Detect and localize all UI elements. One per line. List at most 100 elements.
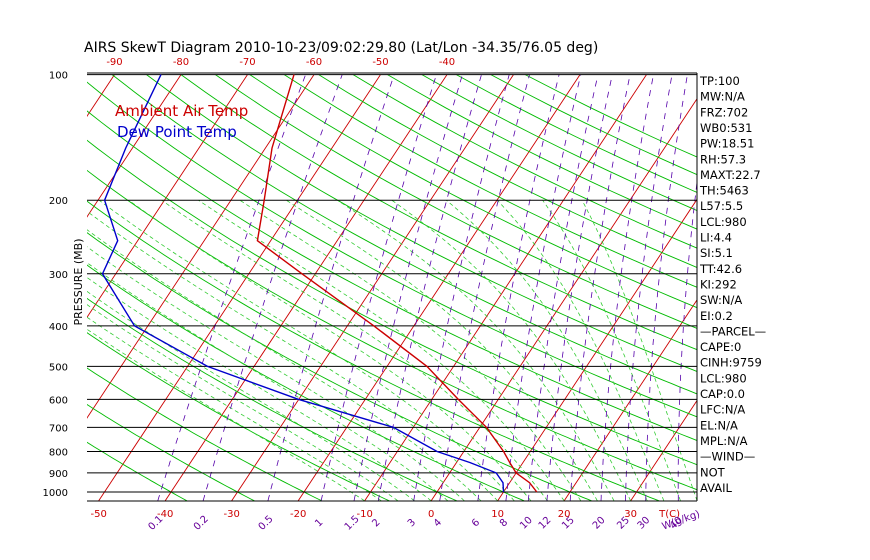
mixing-ratio-line (477, 74, 560, 501)
mixing-ratio-label: 2 (370, 517, 382, 529)
mixing-ratio-line (353, 74, 463, 501)
isotherm-line (430, 97, 697, 501)
mixing-ratio-line (157, 74, 306, 501)
mixing-ratio-line (600, 74, 654, 501)
dry-adiabat-line (318, 74, 697, 269)
moist-adiabat-line (542, 199, 681, 501)
pressure-tick-label: 800 (49, 448, 68, 459)
isotherm-line (563, 299, 697, 501)
index-item: NOT (700, 465, 726, 479)
isotherm-line (231, 74, 514, 501)
moist-adiabat-line (87, 262, 449, 501)
isotherm-line (830, 75, 870, 501)
mixing-ratio-label: 20 (591, 515, 608, 532)
temp-unit-label: T(C) (658, 509, 680, 520)
dry-adiabat-line (87, 264, 525, 501)
moist-adiabat-line (337, 199, 615, 501)
index-item: MAXT:22.7 (700, 168, 761, 182)
dew-point-profile (101, 74, 505, 493)
dry-adiabat-line (352, 74, 697, 249)
dry-adiabat-line (180, 74, 697, 351)
mixing-ratio-label: 8 (498, 517, 510, 529)
dry-adiabat-line (87, 404, 255, 501)
moist-adiabat-line (87, 276, 432, 501)
dry-adiabat-line (87, 232, 592, 501)
index-item: LFC:N/A (700, 403, 745, 417)
index-item: PW:18.51 (700, 137, 754, 151)
moist-adiabat-line (239, 199, 582, 501)
mixing-ratio-line (505, 74, 582, 501)
mixing-ratio-line (569, 74, 631, 501)
moist-adiabat-line (87, 210, 498, 501)
top-temp-tick-label: -90 (106, 57, 122, 68)
index-item: SI:5.1 (700, 246, 733, 260)
dry-adiabat-line (490, 74, 697, 176)
pressure-tick-label: 1000 (43, 488, 68, 499)
pressure-tick-label: 900 (49, 469, 68, 480)
pressure-tick-label: 600 (49, 395, 68, 406)
index-item: —PARCEL— (700, 324, 766, 338)
air-temp-profile (256, 74, 538, 493)
mixing-ratio-label: 12 (537, 515, 554, 532)
index-item: CAP:0.0 (700, 387, 745, 401)
bottom-temp-tick-label: 0 (428, 509, 434, 520)
mixing-ratio-label: 30 (636, 515, 653, 532)
isotherm-line (164, 74, 448, 501)
bottom-temp-tick-label: -10 (356, 509, 372, 520)
pressure-tick-label: 100 (49, 71, 68, 82)
legend-dew-point: Dew Point Temp (117, 123, 237, 141)
pressure-tick-label: 700 (49, 423, 68, 434)
mixing-ratio-label: 0.2 (192, 514, 211, 533)
dry-adiabat-line (87, 81, 697, 418)
mixing-ratio-label: 6 (470, 517, 482, 529)
moist-adiabat-line (497, 199, 665, 501)
moist-adiabat-line (87, 304, 399, 501)
background-grid (0, 74, 870, 501)
isotherm-line (297, 74, 581, 501)
mixing-ratio-label: 10 (518, 515, 535, 532)
dry-adiabat-line (283, 74, 697, 288)
moist-adiabat-line (98, 199, 515, 501)
isotherm-line (87, 74, 248, 319)
moist-adiabat-line (581, 200, 697, 501)
mixing-ratio-label: 4 (432, 517, 444, 529)
dry-adiabat-line (87, 332, 390, 501)
isotherm-line (87, 74, 115, 118)
pressure-tick-label: 300 (49, 270, 68, 281)
dry-adiabat-line (146, 74, 697, 372)
isotherm-line (87, 74, 315, 419)
moist-adiabat-line (87, 246, 465, 501)
dry-adiabat-line (87, 441, 188, 501)
isotherm-line (497, 198, 697, 501)
index-item: EL:N/A (700, 418, 738, 432)
dry-adiabat-line (87, 110, 697, 441)
bottom-temp-tick-label: -20 (290, 509, 306, 520)
bottom-temp-tick-label: 20 (558, 509, 571, 520)
dry-adiabat-line (524, 74, 697, 158)
isotherm-line (0, 75, 48, 501)
index-item: LCL:980 (700, 215, 747, 229)
isotherm-line (630, 399, 697, 501)
index-item: LCL:980 (700, 371, 747, 385)
dry-adiabat-line (387, 74, 697, 230)
index-item: KI:292 (700, 277, 737, 291)
moist-adiabat-line (87, 328, 365, 501)
bottom-temp-tick-label: -40 (157, 509, 173, 520)
mixing-ratio-line (413, 74, 510, 501)
index-item: SW:N/A (700, 293, 742, 307)
isotherm-line (87, 74, 182, 218)
dry-adiabat-line (421, 74, 697, 212)
mixing-ratio-line (645, 74, 688, 501)
top-temp-tick-label: -50 (372, 57, 388, 68)
pressure-tick-label: 500 (49, 362, 68, 373)
dry-adiabat-line (249, 74, 697, 309)
index-item: LI:4.4 (700, 231, 732, 245)
mixing-ratio-line (677, 178, 697, 501)
dry-adiabat-line (215, 74, 697, 329)
dry-adiabat-line (456, 74, 697, 193)
index-item: AVAIL (700, 481, 733, 495)
mixing-ratio-line (546, 74, 613, 501)
index-item: TT:42.6 (699, 262, 742, 276)
